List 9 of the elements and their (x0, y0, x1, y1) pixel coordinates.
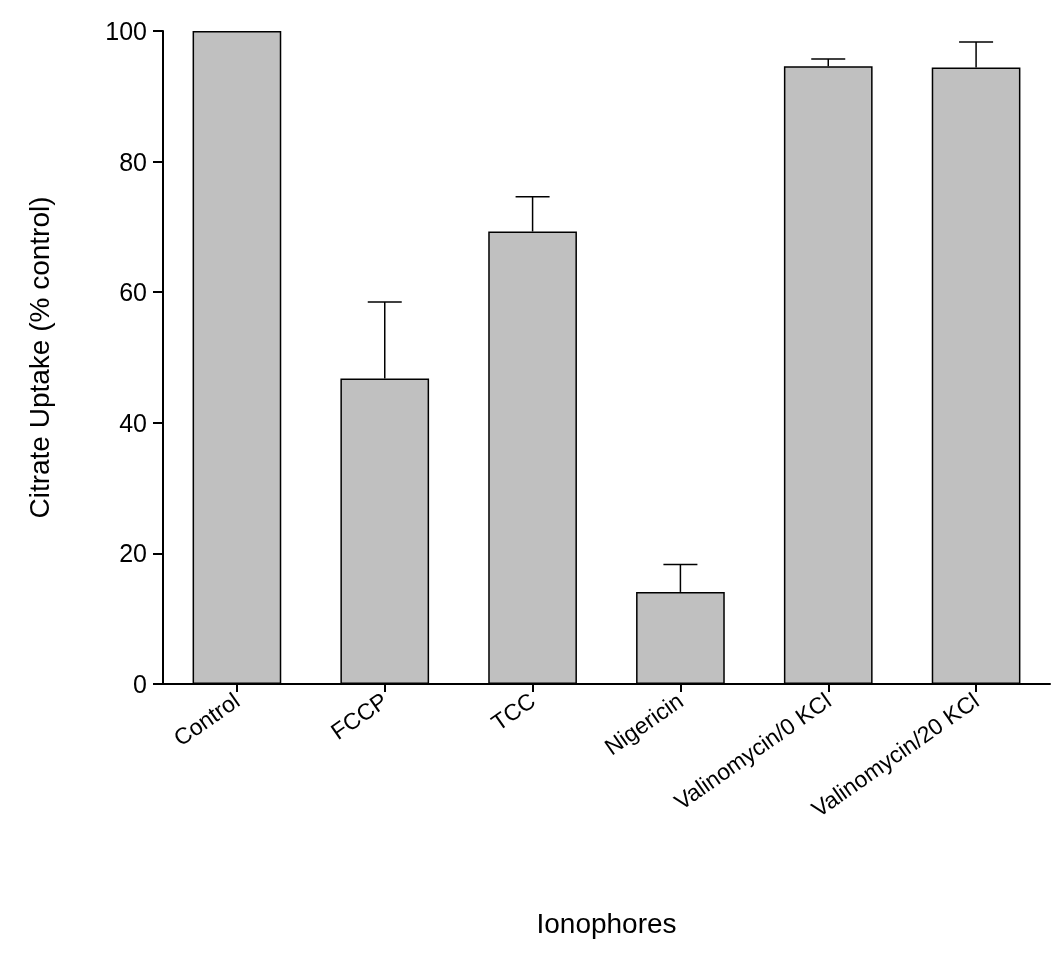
x-axis-title: Ionophores (536, 907, 677, 939)
y-tick-label: 60 (119, 278, 147, 307)
y-tick-label: 20 (119, 539, 147, 568)
y-axis-title: Citrate Uptake (% control) (23, 196, 55, 519)
x-tick-label: TCC (486, 687, 541, 736)
y-tick-label: 100 (105, 17, 147, 45)
y-tick-label: 0 (133, 670, 147, 698)
y-tick-label: 80 (119, 147, 147, 176)
y-tick-label: 40 (119, 408, 147, 437)
